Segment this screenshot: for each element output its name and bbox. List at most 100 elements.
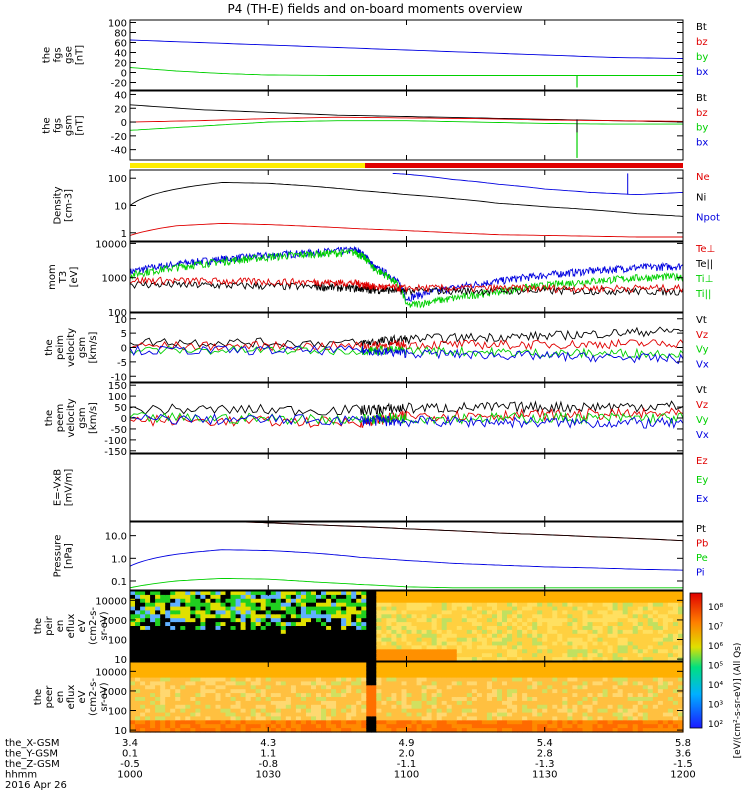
spectrogram-cell: [416, 693, 423, 698]
spectrogram-cell: [592, 645, 599, 650]
spectrogram-cell: [431, 594, 438, 600]
spectrogram-cell: [401, 598, 408, 604]
spectrogram-cell: [300, 728, 307, 733]
spectrogram-cell: [481, 622, 488, 627]
spectrogram-cell: [642, 633, 649, 639]
spectrogram-cell: [562, 594, 568, 600]
spectrogram-cell: [481, 653, 488, 658]
spectrogram-cell: [230, 716, 237, 721]
spectrogram-cell: [185, 700, 191, 706]
spectrogram-cell: [311, 728, 317, 733]
spectrogram-cell: [401, 681, 408, 686]
spectrogram-cell: [240, 637, 247, 643]
spectrogram-cell: [577, 606, 583, 612]
spectrogram-cell: [316, 712, 322, 718]
spectrogram-cell: [421, 610, 428, 615]
spectrogram-cell: [280, 724, 287, 729]
spectrogram-cell: [602, 724, 609, 729]
spectrogram-cell: [421, 700, 428, 706]
spectrogram-cell: [597, 645, 604, 650]
spectrogram-cell: [602, 693, 609, 698]
spectrogram-cell: [356, 700, 362, 706]
spectrogram-cell: [300, 645, 307, 650]
spectrogram-cell: [486, 598, 493, 604]
spectrogram-cell: [130, 673, 136, 679]
spectrogram-cell: [205, 662, 211, 667]
spectrogram-cell: [331, 693, 337, 698]
spectrogram-cell: [436, 665, 443, 671]
spectrogram-cell: [376, 641, 382, 647]
spectrogram-cell: [481, 697, 488, 702]
spectrogram-cell: [582, 720, 589, 725]
spectrogram-cell: [552, 681, 558, 686]
spectrogram-cell: [507, 712, 513, 718]
spectrogram-cell: [135, 697, 141, 702]
spectrogram-cell: [215, 669, 222, 675]
spectrogram-cell: [235, 700, 242, 706]
spectrogram-cell: [295, 724, 302, 729]
spectrogram-cell: [441, 681, 448, 686]
spectrogram-cell: [285, 685, 292, 690]
spectrogram-cell: [612, 662, 619, 667]
spectrogram-cell: [175, 673, 181, 679]
spectrogram-cell: [290, 653, 297, 658]
spectrogram-cell: [436, 610, 443, 615]
spectrogram-cell: [215, 637, 222, 643]
spectrogram-cell: [587, 629, 594, 635]
spectrogram-cell: [215, 708, 222, 714]
spectrogram-cell: [285, 626, 292, 631]
spectrogram-cell: [160, 622, 166, 627]
spectrogram-cell: [280, 629, 287, 635]
spectrogram-cell: [652, 598, 659, 604]
spectrogram-cell: [145, 657, 151, 662]
axis-row-value: 1.1: [260, 749, 276, 760]
spectrogram-cell: [205, 689, 211, 694]
spectrogram-cell: [356, 602, 362, 608]
spectrogram-cell: [466, 681, 473, 686]
spectrogram-cell: [245, 602, 252, 608]
spectrogram-cell: [622, 704, 629, 710]
spectrogram-cell: [215, 728, 222, 733]
spectrogram-cell: [396, 681, 402, 686]
spectrogram-cell: [240, 653, 247, 658]
spectrogram-cell: [527, 598, 533, 604]
spectrogram-cell: [406, 629, 413, 635]
spectrogram-cell: [552, 618, 558, 623]
spectrogram-cell: [512, 665, 518, 671]
axis-row-value: -0.5: [120, 759, 140, 770]
spectrogram-cell: [527, 704, 533, 710]
spectrogram-cell: [346, 677, 352, 683]
spectrogram-cell: [466, 591, 473, 596]
spectrogram-cell: [436, 653, 443, 658]
spectrogram-cell: [426, 673, 433, 679]
spectrogram-cell: [481, 594, 488, 600]
spectrogram-cell: [240, 641, 247, 647]
spectrogram-cell: [507, 720, 513, 725]
spectrogram-cell: [416, 728, 423, 733]
spectrogram-cell: [632, 649, 639, 654]
spectrogram-cell: [486, 662, 493, 667]
spectrogram-cell: [411, 653, 418, 658]
spectrogram-cell: [426, 598, 433, 604]
spectrogram-cell: [416, 708, 423, 714]
spectrogram-cell: [240, 626, 247, 631]
spectrogram-cell: [461, 614, 468, 619]
legend-peem: Vt: [696, 385, 707, 396]
spectrogram-cell: [391, 645, 397, 650]
spectrogram-cell: [145, 626, 151, 631]
spectrogram-cell: [481, 606, 488, 612]
spectrogram-cell: [582, 662, 589, 667]
spectrogram-cell: [672, 591, 679, 596]
spectrogram-cell: [537, 657, 543, 662]
spectrogram-cell: [295, 665, 302, 671]
spectrogram-cell: [426, 662, 433, 667]
spectrogram-cell: [562, 673, 568, 679]
spectrogram-cell: [366, 602, 372, 608]
spectrogram-cell: [502, 693, 508, 698]
spectrogram-cell: [421, 693, 428, 698]
spectrogram-cell: [326, 689, 332, 694]
spectrogram-cell: [235, 657, 242, 662]
spectrogram-cell: [492, 657, 498, 662]
spectrogram-cell: [617, 610, 624, 615]
spectrogram-cell: [406, 704, 413, 710]
